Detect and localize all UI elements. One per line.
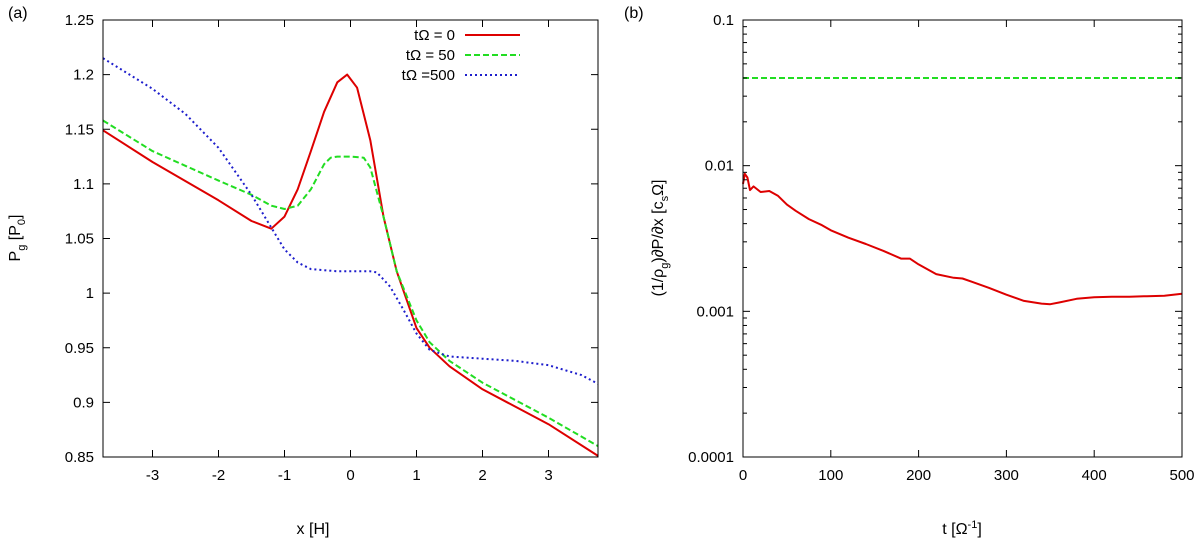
panel-b-x-ticks: 0 100 200 300 400 500 [739, 20, 1195, 484]
panel-b-ylabel-mid: )∂P/∂x [c [650, 201, 667, 262]
panel-a-label: (a) [8, 5, 28, 22]
panel-a-y-tick-label: 1 [86, 285, 94, 302]
legend: tΩ = 0 tΩ = 50 tΩ =500 [402, 27, 520, 84]
panel-b-series-1 [742, 172, 1183, 306]
legend-label-1: tΩ = 50 [406, 47, 455, 64]
panel-b-ylabel-sub2: s [659, 195, 671, 201]
panel-a-frame [102, 19, 599, 458]
panel-a-x-axis-label: x [H] [297, 521, 330, 538]
panel-a-y-ticks: 0.85 0.9 0.95 1 1.05 1.1 1.15 1.2 1.25 [65, 12, 598, 466]
panel-b-label: (b) [624, 5, 644, 22]
panel-a-y-tick-label: 1.05 [65, 231, 94, 248]
panel-a-y-tick-label: 0.85 [65, 449, 94, 466]
panel-b-x-tick-label: 400 [1082, 467, 1107, 484]
panel-a-series-2 [102, 57, 599, 385]
panel-a-series-0 [102, 73, 599, 457]
panel-a-ylabel-end: ] [7, 215, 24, 219]
panel-b-x-tick-label: 200 [906, 467, 931, 484]
panel-a-y-tick-label: 0.9 [73, 394, 94, 411]
panel-b-x-tick-label: 100 [818, 467, 843, 484]
panel-a-ylabel-sub1: g [16, 245, 28, 251]
panel-b-xlabel-main: t [Ω [942, 521, 967, 538]
panel-b-y-tick-label: 0.01 [705, 158, 734, 175]
panel-a-x-tick-label: 3 [544, 467, 552, 484]
panel-a-y-tick-label: 1.15 [65, 121, 94, 138]
panel-b-x-tick-label: 0 [739, 467, 747, 484]
panel-a-chart: -3 -2 -1 0 1 2 3 0.85 0.9 0.95 1 1.05 1.1 1.15 1.2 1.2… [7, 12, 599, 538]
panel-a-x-tick-label: -2 [212, 467, 225, 484]
panel-b-y-tick-label: 0.001 [696, 303, 734, 320]
legend-label-2: tΩ =500 [402, 67, 455, 84]
panel-a-curves [102, 57, 599, 457]
panel-a-y-axis-label: Pg [P0] [7, 215, 28, 262]
panel-b-frame [742, 19, 1183, 458]
panel-b-y-axis-label: (1/ρg)∂P/∂x [csΩ] [650, 180, 671, 297]
panel-b-x-tick-label: 500 [1169, 467, 1194, 484]
panel-b-ylabel-end: Ω] [650, 180, 667, 196]
panel-b-xlabel-sup: -1 [968, 519, 978, 531]
panel-a-y-tick-label: 1.2 [73, 67, 94, 84]
panel-a-x-tick-label: 2 [478, 467, 486, 484]
panel-b-xlabel-end: ] [977, 521, 981, 538]
panel-b-y-tick-label: 0.0001 [688, 449, 734, 466]
panel-b-curves [742, 77, 1183, 306]
panel-b-chart: 0 100 200 300 400 500 0.0001 0.001 0.01 0.1 t [Ω… [650, 12, 1195, 538]
panel-a-ylabel-mid: [P [7, 225, 24, 245]
panel-a-x-tick-label: 1 [412, 467, 420, 484]
panel-b-ylabel-main: (1/ρ [650, 269, 667, 297]
panel-a-ylabel-main: P [7, 251, 24, 262]
panel-b-ylabel-sub1: g [659, 263, 671, 269]
panel-a-y-tick-label: 1.1 [73, 176, 94, 193]
panel-a-x-tick-label: -1 [278, 467, 291, 484]
legend-label-0: tΩ = 0 [414, 27, 455, 44]
panel-a-ylabel-sub2: 0 [16, 219, 28, 225]
panel-b-y-ticks: 0.0001 0.001 0.01 0.1 [688, 12, 1182, 466]
panel-b-y-tick-label: 0.1 [713, 12, 734, 29]
panel-a-series-1 [102, 119, 599, 447]
panel-a-y-tick-label: 0.95 [65, 340, 94, 357]
panel-b-x-tick-label: 300 [994, 467, 1019, 484]
panel-a-x-ticks: -3 -2 -1 0 1 2 3 [146, 20, 553, 484]
panel-b-x-axis-label: t [Ω-1] [942, 519, 982, 538]
panel-a-y-tick-label: 1.25 [65, 12, 94, 29]
panel-a-x-tick-label: 0 [346, 467, 354, 484]
panel-a-x-tick-label: -3 [146, 467, 159, 484]
